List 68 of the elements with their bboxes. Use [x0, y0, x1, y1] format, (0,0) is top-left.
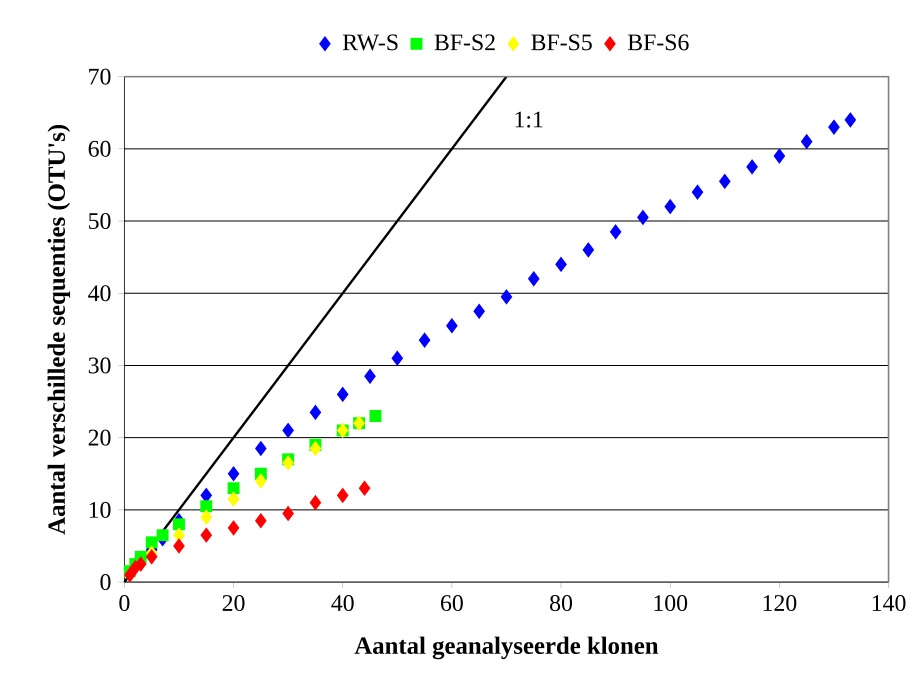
x-tick-label: 0	[119, 594, 130, 611]
x-tick-label: 60	[441, 594, 463, 611]
x-axis-title: Aantal geanalyseerde klonen	[354, 636, 658, 660]
x-tick-label: 20	[222, 594, 245, 611]
point	[418, 332, 430, 348]
point	[146, 549, 158, 564]
legend-label: BF-S2	[434, 34, 495, 50]
y-tick-label: 50	[89, 212, 111, 229]
point	[500, 289, 512, 304]
point	[610, 224, 622, 240]
point	[255, 473, 267, 488]
point	[746, 159, 758, 174]
point	[173, 538, 185, 554]
point	[228, 466, 240, 482]
legend-label: BF-S5	[531, 34, 592, 50]
point	[173, 518, 185, 530]
point	[282, 455, 294, 470]
point	[200, 527, 212, 542]
x-tick-label: 120	[764, 594, 796, 611]
point	[844, 112, 856, 128]
point	[200, 500, 212, 512]
point	[364, 368, 376, 384]
x-tick-label: 80	[550, 594, 572, 611]
point	[692, 184, 704, 200]
point	[446, 318, 458, 334]
point	[664, 198, 676, 214]
point	[336, 488, 348, 503]
point	[828, 119, 840, 134]
point	[800, 134, 812, 149]
x-tick-label: 40	[331, 594, 354, 611]
point	[555, 256, 567, 272]
y-tick-label: 30	[88, 357, 111, 374]
point	[255, 440, 267, 456]
point	[200, 509, 212, 524]
y-tick-label: 70	[89, 68, 111, 84]
y-tick-label: 10	[90, 502, 111, 518]
point	[282, 422, 294, 438]
point	[719, 174, 731, 189]
point	[370, 410, 382, 422]
legend-label: RW-S	[342, 34, 398, 50]
point	[310, 494, 322, 510]
point	[146, 536, 158, 548]
point	[156, 528, 169, 541]
point	[310, 404, 322, 420]
point	[228, 520, 240, 536]
annotation: 1:1	[516, 111, 542, 128]
x-tick-label: 140	[872, 594, 906, 611]
point	[255, 512, 267, 528]
point	[392, 350, 404, 366]
legend-label: BF-S6	[628, 34, 689, 50]
point	[282, 506, 294, 521]
y-tick-label: 0	[100, 574, 111, 590]
point	[528, 271, 540, 286]
point	[774, 148, 786, 164]
x-tick-label: 100	[654, 594, 688, 611]
point	[473, 304, 485, 319]
point	[228, 482, 240, 494]
y-tick-label: 20	[88, 429, 111, 446]
point	[582, 242, 594, 258]
point	[173, 527, 185, 542]
point	[336, 386, 348, 402]
y-tick-label: 40	[88, 284, 111, 302]
point	[637, 210, 649, 225]
point	[358, 480, 370, 496]
y-tick-label: 60	[88, 140, 111, 157]
point	[228, 491, 240, 506]
point	[310, 440, 322, 456]
y-axis-title: Aantal verschillede sequenties (OTU's)	[48, 124, 70, 534]
